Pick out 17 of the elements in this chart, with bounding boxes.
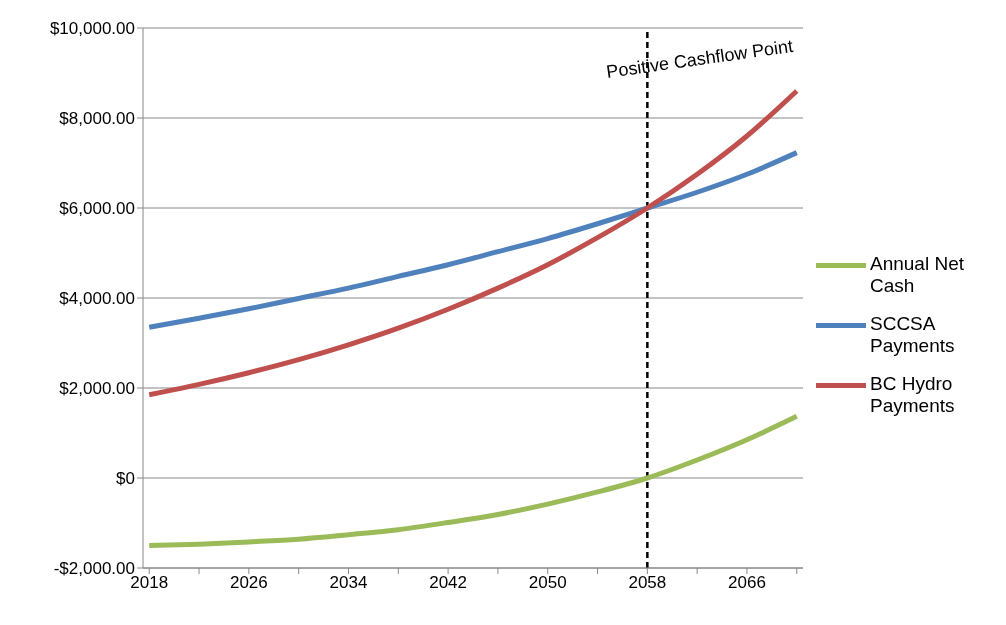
x-tick-label: 2050 xyxy=(528,573,567,593)
legend-label: SCCSA Payments xyxy=(870,313,956,357)
legend-label: BC Hydro Payments xyxy=(870,373,956,417)
x-tick-label: 2058 xyxy=(628,573,667,593)
y-tick-label: $6,000.00 xyxy=(59,199,135,219)
legend-label: Annual Net Cash xyxy=(870,253,965,297)
ref-line-label: Positive Cashflow Point xyxy=(605,35,795,82)
y-tick-label: $4,000.00 xyxy=(59,289,135,309)
x-tick-label: 2066 xyxy=(728,573,766,593)
y-tick-label: $2,000.00 xyxy=(59,379,135,399)
x-tick-label: 2034 xyxy=(329,573,368,593)
x-tick-label: 2042 xyxy=(429,573,468,593)
y-tick-label: $10,000.00 xyxy=(49,19,135,39)
x-tick-label: 2018 xyxy=(130,573,169,593)
y-tick-label: $8,000.00 xyxy=(59,109,135,129)
x-tick-label: 2026 xyxy=(229,573,268,593)
y-tick-label: $0 xyxy=(116,469,135,489)
